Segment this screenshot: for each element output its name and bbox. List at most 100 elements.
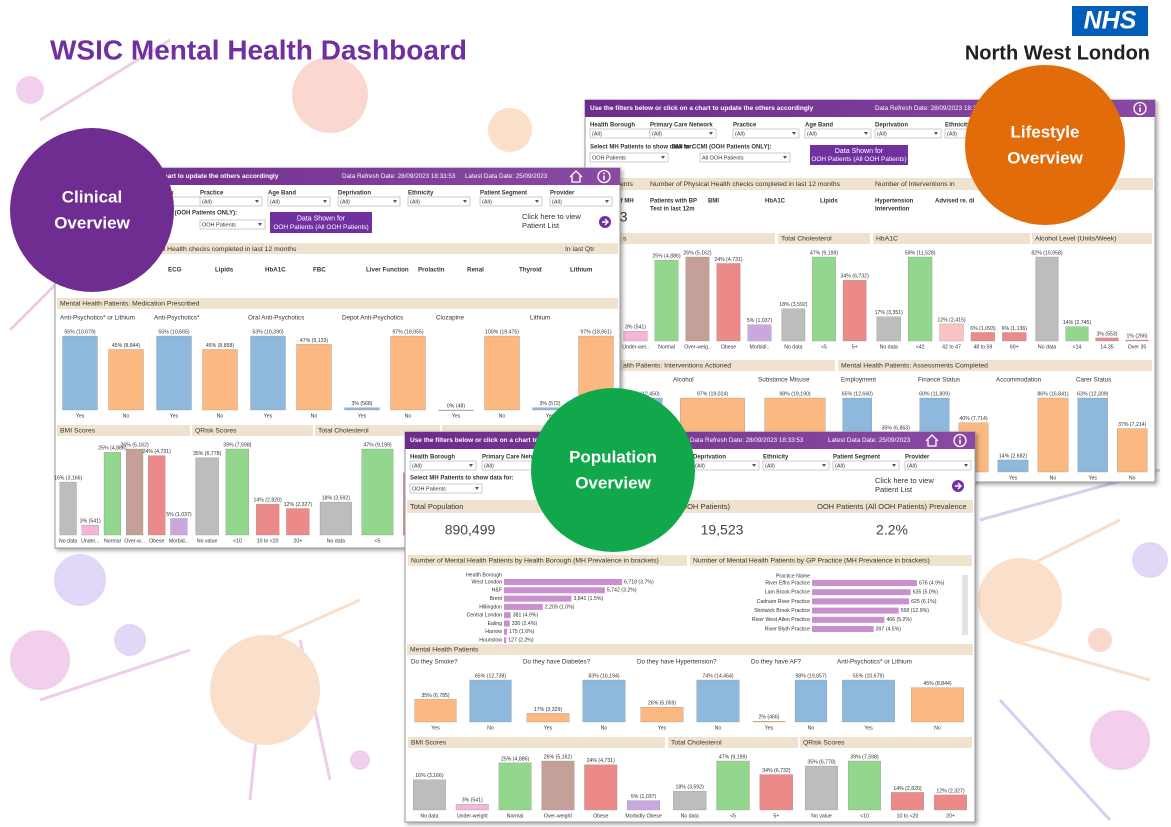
bar[interactable]: [934, 794, 967, 811]
bar[interactable]: [1117, 428, 1148, 473]
bar[interactable]: [582, 679, 626, 723]
bar[interactable]: [108, 349, 144, 411]
dropdown[interactable]: [409, 483, 483, 494]
bar[interactable]: [876, 316, 901, 342]
bar[interactable]: [696, 679, 740, 723]
bar[interactable]: [286, 508, 310, 536]
dropdown[interactable]: [699, 152, 791, 163]
bar[interactable]: [103, 452, 121, 536]
bar[interactable]: [504, 587, 605, 594]
bar[interactable]: [1077, 397, 1108, 473]
info-icon[interactable]: [597, 169, 611, 184]
bar[interactable]: [62, 335, 98, 411]
dropdown[interactable]: [549, 196, 613, 207]
bar[interactable]: [202, 349, 238, 411]
bar[interactable]: [504, 620, 510, 627]
home-icon[interactable]: [925, 434, 939, 447]
bar[interactable]: [654, 260, 679, 342]
dropdown[interactable]: [762, 460, 830, 471]
bar[interactable]: [361, 448, 394, 536]
bar[interactable]: [438, 409, 474, 411]
bar[interactable]: [1037, 397, 1069, 473]
overview-circle[interactable]: [531, 388, 695, 552]
bar[interactable]: [412, 779, 446, 811]
bar[interactable]: [623, 331, 648, 342]
bar[interactable]: [812, 616, 885, 623]
bar[interactable]: [126, 448, 144, 536]
bar[interactable]: [759, 774, 793, 811]
dropdown[interactable]: [337, 196, 401, 207]
bar[interactable]: [716, 263, 741, 342]
bar[interactable]: [504, 579, 622, 585]
overview-circle[interactable]: [965, 65, 1125, 225]
bar[interactable]: [842, 679, 895, 723]
dropdown[interactable]: [199, 219, 266, 230]
dropdown[interactable]: [874, 128, 942, 139]
bar[interactable]: [1095, 337, 1119, 342]
bar[interactable]: [504, 637, 507, 644]
bar[interactable]: [498, 762, 532, 811]
bar[interactable]: [414, 699, 457, 723]
bar[interactable]: [1035, 256, 1059, 342]
bar[interactable]: [812, 580, 917, 586]
bar[interactable]: [1065, 326, 1089, 342]
bar[interactable]: [812, 256, 836, 342]
bar[interactable]: [842, 280, 867, 342]
dropdown[interactable]: [199, 196, 263, 207]
bar[interactable]: [584, 764, 618, 811]
bar[interactable]: [541, 760, 575, 811]
data-button[interactable]: [810, 145, 908, 165]
bar[interactable]: [255, 503, 280, 536]
bar[interactable]: [504, 603, 543, 610]
bar[interactable]: [673, 791, 707, 811]
dropdown[interactable]: [409, 460, 477, 471]
bar[interactable]: [296, 344, 332, 411]
bar[interactable]: [794, 679, 828, 723]
bar[interactable]: [526, 713, 570, 723]
bar[interactable]: [970, 332, 995, 342]
bar[interactable]: [997, 459, 1029, 473]
dropdown[interactable]: [267, 196, 331, 207]
bar[interactable]: [1125, 339, 1149, 342]
data-button[interactable]: [270, 212, 372, 233]
dropdown[interactable]: [649, 128, 717, 139]
bar[interactable]: [504, 612, 511, 619]
bar[interactable]: [747, 324, 772, 342]
bar[interactable]: [812, 589, 911, 596]
dropdown[interactable]: [407, 196, 471, 207]
bar[interactable]: [504, 595, 572, 602]
bar[interactable]: [939, 323, 964, 342]
dropdown[interactable]: [804, 128, 872, 139]
bar[interactable]: [81, 524, 99, 536]
bar[interactable]: [1002, 332, 1027, 342]
dropdown[interactable]: [832, 460, 900, 471]
dropdown[interactable]: [479, 196, 543, 207]
bar[interactable]: [891, 792, 924, 811]
bar[interactable]: [627, 800, 661, 811]
bar[interactable]: [195, 457, 219, 536]
bar[interactable]: [848, 760, 881, 811]
dropdown[interactable]: [904, 460, 972, 471]
bar[interactable]: [685, 256, 710, 342]
bar[interactable]: [156, 335, 192, 411]
bar[interactable]: [59, 481, 77, 536]
bar[interactable]: [170, 518, 188, 536]
info-icon[interactable]: [1133, 101, 1147, 116]
bar[interactable]: [504, 628, 508, 635]
bar[interactable]: [812, 607, 899, 614]
bar[interactable]: [752, 720, 786, 723]
bar[interactable]: [911, 687, 964, 723]
bar[interactable]: [640, 707, 684, 723]
bar[interactable]: [812, 598, 910, 605]
bar[interactable]: [812, 626, 874, 632]
bar[interactable]: [390, 335, 426, 411]
info-icon[interactable]: [953, 433, 967, 448]
home-icon[interactable]: [569, 170, 583, 183]
bar[interactable]: [805, 765, 838, 811]
bar[interactable]: [148, 455, 166, 536]
dropdown[interactable]: [589, 152, 669, 163]
bar[interactable]: [469, 679, 512, 723]
bar[interactable]: [908, 256, 933, 342]
bar[interactable]: [716, 760, 750, 811]
bar[interactable]: [225, 448, 250, 536]
